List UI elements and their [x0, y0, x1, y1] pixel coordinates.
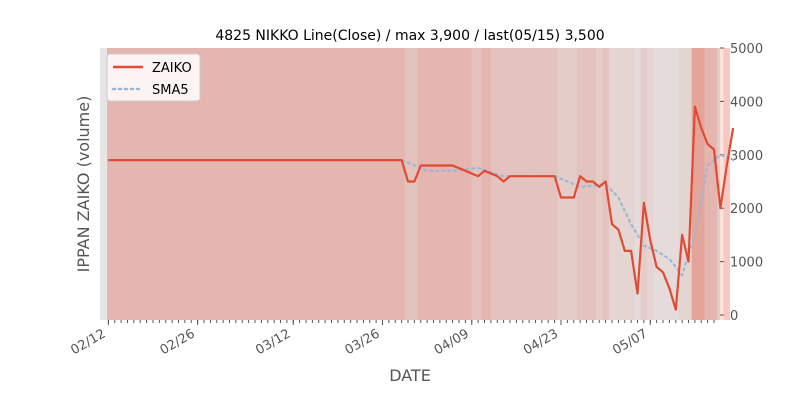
volume-shade-band — [551, 48, 558, 320]
y-axis-ticks: 0 1000 2000 3000 4000 5000 — [720, 42, 763, 324]
x-tick-label: 04/23 — [521, 326, 561, 358]
volume-shade-band — [621, 48, 628, 320]
volume-shade-band — [640, 48, 648, 320]
y-tick-label: 0 — [730, 309, 738, 324]
x-tick-label: 03/26 — [343, 326, 383, 358]
volume-shade-band — [443, 48, 459, 320]
volume-shade-band — [107, 48, 118, 320]
volume-shade-band — [207, 48, 240, 320]
volume-shade-band — [698, 48, 705, 320]
plot-background — [100, 48, 720, 320]
y-tick-label: 4000 — [730, 95, 763, 110]
volume-shade-band — [659, 48, 667, 320]
volume-shade-band — [404, 48, 412, 320]
volume-shade-band — [647, 48, 654, 320]
legend-label-zaiko: ZAIKO — [152, 61, 192, 76]
volume-shade-band — [239, 48, 271, 320]
volume-shade-band — [678, 48, 686, 320]
volume-shade-band — [685, 48, 692, 320]
volume-shade-band — [516, 48, 536, 320]
volume-shade-band — [596, 48, 603, 320]
volume-shade-band — [608, 48, 616, 320]
volume-shade-band — [417, 48, 428, 320]
series-lines — [107, 105, 735, 311]
volume-shade-band — [366, 48, 393, 320]
x-tick-label: 02/12 — [68, 326, 108, 358]
y-tick-label: 1000 — [730, 256, 763, 271]
volume-shade-band — [717, 48, 724, 320]
volume-shade-band — [691, 48, 699, 320]
volume-shade-band — [557, 48, 565, 320]
chart-title: 4825 NIKKO Line(Close) / max 3,900 / las… — [215, 28, 604, 44]
legend: ZAIKO SMA5 — [106, 53, 201, 102]
volume-shade-band — [481, 48, 491, 320]
volume-shade-band — [471, 48, 482, 320]
volume-shade-band — [270, 48, 303, 320]
volume-shade-band — [710, 48, 718, 320]
volume-shade-band — [615, 48, 622, 320]
volume-shade-band — [589, 48, 597, 320]
volume-shade-band — [634, 48, 641, 320]
volume-shading — [107, 48, 730, 320]
x-tick-label: 02/26 — [158, 326, 198, 358]
volume-shade-band — [500, 48, 507, 320]
y-tick-label: 3000 — [730, 149, 763, 164]
volume-shade-band — [576, 48, 584, 320]
volume-shade-band — [653, 48, 660, 320]
volume-shade-band — [535, 48, 552, 320]
series-line-sma5 — [107, 153, 735, 278]
volume-shade-band — [583, 48, 590, 320]
series-line-zaiko — [108, 105, 735, 311]
legend-label-sma5: SMA5 — [152, 83, 189, 98]
volume-shade-band — [723, 48, 730, 320]
x-tick-label: 03/12 — [253, 326, 293, 358]
volume-shade-band — [427, 48, 444, 320]
x-axis-title: DATE — [389, 366, 431, 385]
volume-shade-band — [490, 48, 501, 320]
volume-shade-band — [392, 48, 405, 320]
volume-shade-band — [627, 48, 635, 320]
volume-shade-band — [459, 48, 472, 320]
volume-shade-band — [334, 48, 367, 320]
x-tick-label: 05/07 — [610, 326, 650, 358]
volume-shade-band — [564, 48, 571, 320]
x-axis-ticks: 02/12 02/26 03/12 03/26 04/09 04/23 05/07 — [68, 320, 715, 358]
y-tick-label: 2000 — [730, 202, 763, 217]
volume-shade-band — [302, 48, 335, 320]
volume-shade-band — [704, 48, 711, 320]
y-axis-title: IPPAN ZAIKO (volume) — [74, 96, 93, 273]
volume-shade-band — [672, 48, 679, 320]
y-tick-label: 5000 — [730, 42, 763, 57]
volume-shade-band — [666, 48, 673, 320]
volume-shade-band — [506, 48, 517, 320]
volume-shade-band — [411, 48, 418, 320]
x-tick-label: 04/09 — [432, 326, 472, 358]
